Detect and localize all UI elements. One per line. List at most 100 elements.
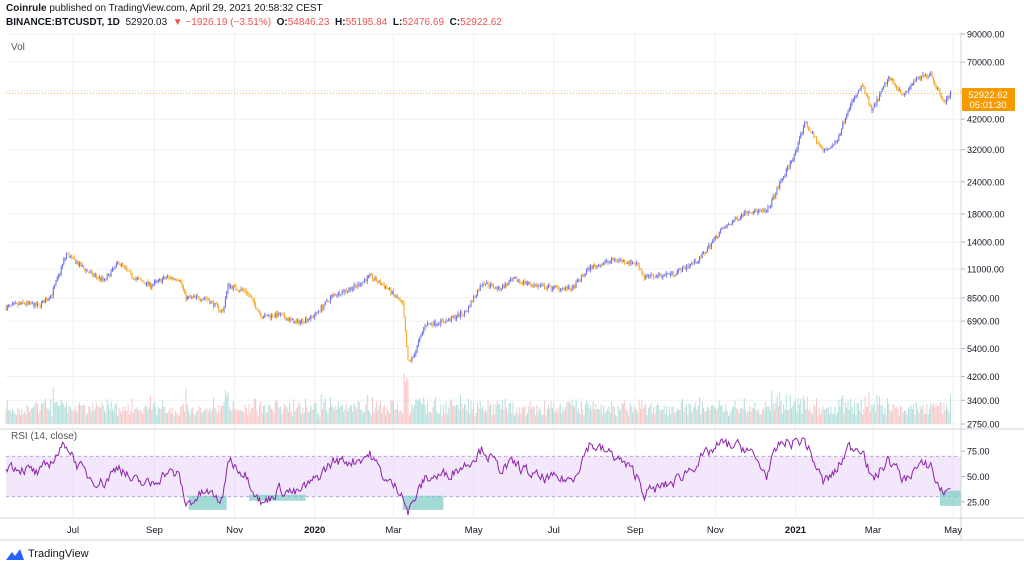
candle bbox=[436, 322, 438, 327]
candle bbox=[69, 255, 71, 258]
candle-body bbox=[356, 286, 358, 287]
candle bbox=[628, 260, 630, 267]
volume-bar bbox=[599, 409, 601, 424]
volume-bar bbox=[471, 409, 473, 424]
candle bbox=[394, 293, 396, 298]
volume-bar bbox=[415, 399, 417, 424]
candle bbox=[109, 273, 111, 278]
candle-body bbox=[424, 325, 426, 328]
volume-bar bbox=[48, 410, 50, 424]
candle-body bbox=[503, 285, 505, 289]
candle bbox=[699, 255, 701, 264]
volume-bar bbox=[819, 414, 821, 424]
candle bbox=[792, 157, 794, 163]
volume-bar bbox=[607, 409, 609, 424]
candle bbox=[809, 127, 811, 132]
candle bbox=[423, 326, 425, 335]
candle bbox=[50, 295, 52, 299]
candle bbox=[251, 295, 253, 299]
volume-bar bbox=[165, 412, 167, 424]
volume-bar bbox=[190, 409, 192, 424]
candle-body bbox=[877, 98, 879, 101]
volume-bar bbox=[446, 414, 448, 424]
volume-bar bbox=[637, 412, 639, 424]
candle bbox=[759, 208, 761, 212]
candle bbox=[207, 297, 209, 301]
candle bbox=[481, 284, 483, 287]
candle bbox=[671, 271, 673, 276]
volume-bar bbox=[628, 415, 630, 424]
candle bbox=[885, 81, 887, 85]
volume-bar bbox=[773, 409, 775, 424]
volume-bar bbox=[39, 409, 41, 424]
volume-bar bbox=[303, 412, 305, 424]
candle bbox=[159, 277, 161, 282]
volume-bar bbox=[783, 404, 785, 424]
candle-body bbox=[442, 320, 444, 323]
candle bbox=[245, 289, 247, 296]
candle bbox=[146, 281, 148, 287]
volume-bar bbox=[873, 403, 875, 424]
volume-bar bbox=[704, 411, 706, 424]
volume-bar bbox=[750, 411, 752, 424]
candle-body bbox=[672, 271, 674, 276]
candle-body bbox=[657, 274, 659, 278]
candle-body bbox=[211, 301, 213, 303]
candle bbox=[881, 87, 883, 92]
volume-bar bbox=[921, 409, 923, 424]
volume-bar bbox=[798, 403, 800, 424]
candle bbox=[679, 267, 681, 270]
candle-body bbox=[534, 284, 536, 286]
candle bbox=[850, 102, 852, 111]
candle-body bbox=[705, 251, 707, 254]
volume-bar bbox=[68, 405, 70, 424]
volume-bar bbox=[360, 409, 362, 424]
candle bbox=[538, 284, 540, 287]
candle-body bbox=[579, 280, 581, 282]
symbol-label[interactable]: BINANCE:BTCUSDT, 1D bbox=[6, 17, 120, 28]
candle bbox=[743, 210, 745, 217]
candle-body bbox=[919, 76, 921, 80]
volume-bar bbox=[110, 401, 112, 424]
candle-body bbox=[667, 273, 669, 275]
candle-body bbox=[135, 278, 137, 280]
tradingview-logo[interactable]: TradingView bbox=[6, 548, 89, 560]
volume-bar bbox=[860, 399, 862, 424]
candle-body bbox=[156, 281, 158, 282]
volume-bar bbox=[504, 398, 506, 424]
candle bbox=[429, 323, 431, 325]
candle bbox=[454, 314, 456, 322]
candle-body bbox=[465, 310, 467, 312]
volume-bar bbox=[915, 401, 917, 424]
candle-body bbox=[306, 318, 308, 322]
candle bbox=[396, 293, 398, 299]
candle-body bbox=[236, 289, 238, 291]
candle-body bbox=[826, 149, 828, 150]
candle-body bbox=[668, 273, 670, 275]
candle bbox=[688, 263, 690, 269]
candle-body bbox=[850, 103, 852, 109]
candle-body bbox=[383, 285, 385, 288]
volume-bar bbox=[767, 406, 769, 424]
volume-bar bbox=[139, 409, 141, 424]
volume-bar bbox=[639, 408, 641, 424]
candle bbox=[910, 82, 912, 90]
volume-bar bbox=[549, 408, 551, 424]
candle-body bbox=[752, 212, 754, 214]
candle bbox=[368, 274, 370, 279]
candle-body bbox=[230, 286, 232, 288]
candle bbox=[534, 283, 536, 287]
volume-bar bbox=[508, 403, 510, 424]
volume-bar bbox=[19, 414, 21, 424]
candle-body bbox=[639, 268, 641, 270]
volume-bar bbox=[238, 410, 240, 424]
candle bbox=[343, 288, 345, 293]
volume-bar bbox=[404, 381, 406, 424]
volume-bar bbox=[758, 409, 760, 424]
candle bbox=[268, 313, 270, 317]
candle bbox=[717, 236, 719, 240]
candle-body bbox=[898, 89, 900, 91]
candle-body bbox=[555, 285, 557, 287]
candle bbox=[750, 212, 752, 214]
